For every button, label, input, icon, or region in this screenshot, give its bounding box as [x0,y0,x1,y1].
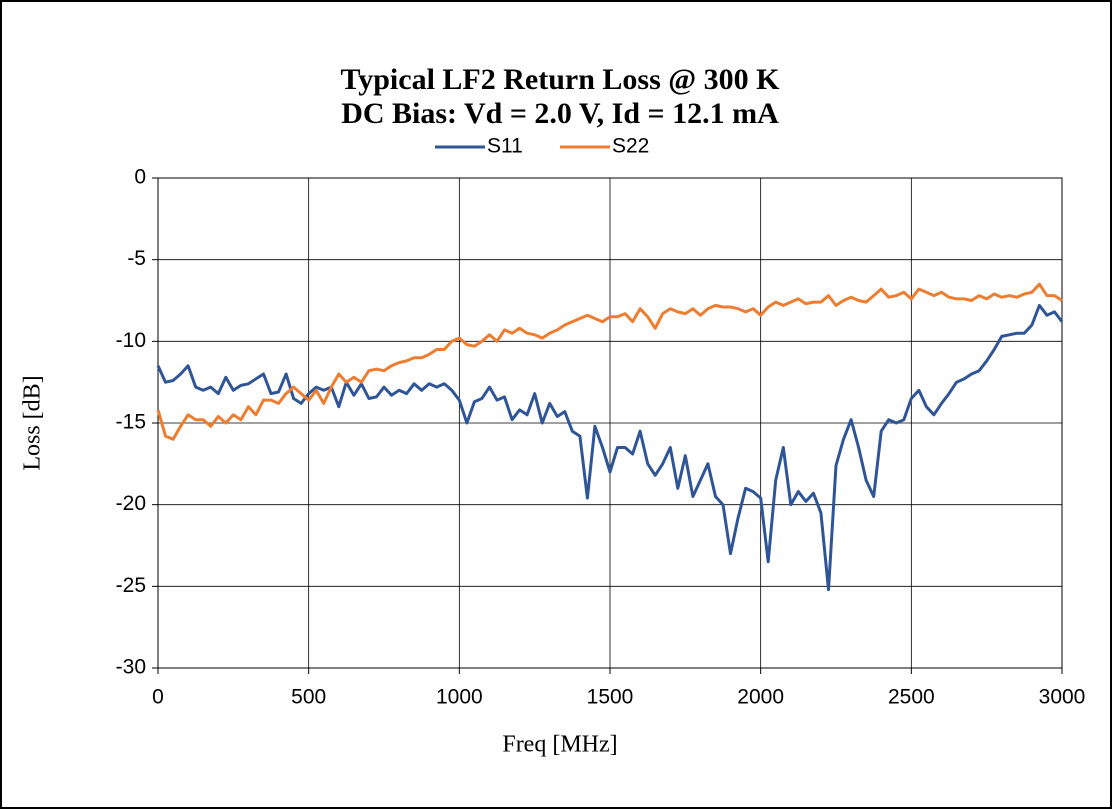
series-line [156,282,1063,441]
x-tick-label: 500 [291,686,326,709]
y-tick-label: 0 [134,166,146,189]
y-tick-label: -20 [116,492,146,515]
y-tick-label: -15 [116,411,146,434]
series-line [156,303,1064,592]
legend-label: S22 [612,135,649,158]
x-tick-label: 2500 [888,686,935,709]
y-tick-label: -5 [127,247,146,270]
legend-label: S11 [487,135,523,158]
x-tick-label: 0 [152,686,164,709]
x-axis-label: Freq [MHz] [502,732,617,758]
x-tick-label: 3000 [1039,686,1086,709]
y-tick-label: -30 [116,656,146,679]
y-axis-label: Loss [dB] [20,375,46,470]
chart-title: Typical LF2 Return Loss @ 300 K [340,63,780,96]
chart-subtitle: DC Bias: Vd = 2.0 V, Id = 12.1 mA [341,97,779,130]
x-tick-label: 1000 [436,686,483,709]
x-tick-label: 1500 [587,686,634,709]
x-tick-label: 2000 [737,686,784,709]
y-tick-label: -10 [116,329,146,352]
y-tick-label: -25 [116,574,146,597]
